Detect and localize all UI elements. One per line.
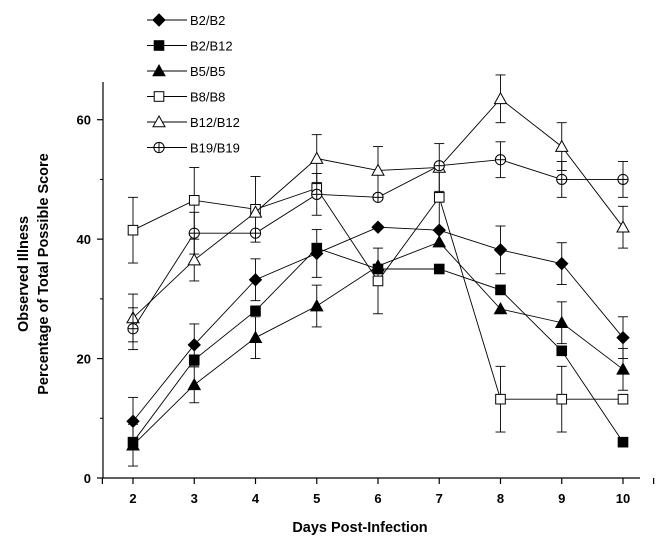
data-point (556, 393, 568, 405)
series-b19-b19 (127, 141, 629, 351)
data-point (556, 345, 568, 357)
data-point (248, 330, 263, 343)
data-point (152, 63, 166, 77)
data-point (556, 173, 568, 186)
y-ticks: 0 20 40 60 (77, 113, 103, 486)
y-tick-label: 20 (77, 352, 91, 367)
x-tick-label: 4 (252, 491, 260, 506)
legend-label: B5/B5 (190, 64, 225, 79)
data-point (495, 284, 506, 296)
legend-item: B19/B19 (147, 141, 240, 156)
data-point (617, 436, 629, 448)
data-point (152, 13, 166, 27)
legend-label: B2/B2 (190, 13, 225, 28)
data-point (371, 163, 385, 176)
data-point (127, 224, 139, 236)
x-tick-label: 2 (129, 491, 136, 506)
data-point (554, 315, 569, 329)
data-point (309, 298, 324, 312)
x-axis-title: Days Post-Infection (292, 520, 427, 536)
legend-label: B19/B19 (190, 141, 240, 156)
data-point (616, 330, 630, 345)
data-point (617, 393, 629, 405)
data-point (187, 253, 202, 266)
data-point (152, 114, 166, 128)
data-point (433, 160, 445, 172)
data-point (432, 235, 447, 248)
data-point (433, 263, 445, 275)
legend: B2/B2 B2/B12 B5/B5 B8/B8 B12/B12 B19/B19 (147, 13, 240, 156)
data-point (153, 40, 165, 51)
series-layer (126, 74, 630, 467)
y-tick-label: 0 (84, 471, 91, 486)
x-tick-label: 5 (313, 491, 320, 506)
data-point (555, 256, 569, 271)
data-point (372, 191, 384, 203)
data-point (153, 141, 165, 154)
data-point (371, 220, 385, 234)
data-point (248, 205, 263, 218)
legend-item: B2/B12 (147, 39, 233, 54)
y-axis-title-line-1: Observed Illness (16, 216, 32, 332)
data-point (187, 338, 201, 352)
series-b8-b8 (127, 164, 629, 433)
x-tick-label: 6 (374, 491, 381, 506)
y-tick-label: 40 (77, 232, 91, 247)
x-tick-label: 10 (616, 491, 630, 506)
data-point (433, 192, 445, 203)
y-axis-title: Observed Illness Percentage of Total Pos… (16, 153, 52, 394)
x-tick-label: 9 (558, 491, 565, 506)
legend-label: B8/B8 (190, 90, 225, 105)
data-point (494, 154, 507, 166)
data-point (493, 243, 508, 257)
legend-item: B12/B12 (147, 114, 240, 130)
data-point (495, 393, 506, 405)
y-tick-label: 60 (77, 113, 91, 128)
legend-item: B2/B2 (147, 13, 225, 28)
x-tick-label: 3 (191, 491, 198, 506)
data-point (153, 91, 165, 102)
data-point (372, 275, 384, 287)
axes (102, 82, 640, 479)
data-point (127, 323, 139, 335)
data-point (188, 354, 200, 366)
x-tick-label: 7 (436, 491, 443, 506)
legend-item: B8/B8 (147, 90, 225, 105)
data-point (311, 188, 323, 200)
legend-item: B5/B5 (147, 63, 225, 79)
data-point (188, 195, 200, 206)
data-point (248, 273, 263, 287)
data-point (616, 220, 630, 233)
data-point (249, 227, 262, 239)
x-ticks: 2 3 4 5 6 7 8 9 10 (101, 478, 655, 506)
data-point (311, 242, 323, 254)
data-point (250, 305, 261, 317)
x-tick-label: 8 (497, 491, 504, 506)
data-point (493, 91, 508, 105)
data-point (187, 377, 202, 391)
data-point (493, 301, 508, 315)
data-point (616, 362, 630, 375)
data-point (309, 151, 324, 164)
legend-label: B12/B12 (190, 115, 240, 130)
data-point (617, 173, 629, 186)
y-axis-title-line-2: Percentage of Total Possible Score (36, 153, 52, 394)
legend-label: B2/B12 (190, 39, 233, 54)
data-point (126, 438, 140, 451)
data-point (188, 227, 200, 239)
data-point (554, 139, 569, 152)
